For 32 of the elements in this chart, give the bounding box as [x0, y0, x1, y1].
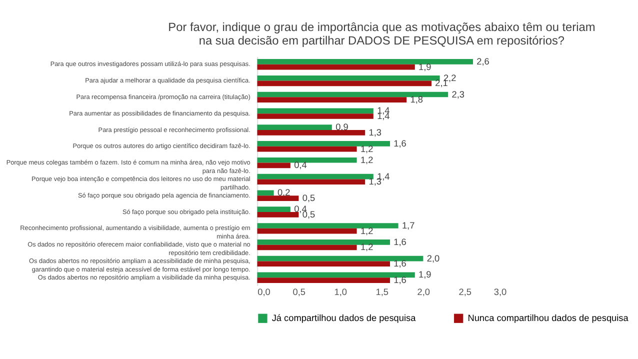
data-label: 1,8 [410, 94, 423, 105]
data-label: 1,7 [402, 220, 415, 230]
data-label: 1,6 [394, 275, 406, 286]
data-label: 0,5 [302, 193, 316, 204]
data-label: 1,6 [394, 258, 406, 269]
data-label: 2,0 [426, 253, 440, 264]
x-tick-label: 1,0 [334, 287, 348, 298]
data-label: 0,9 [336, 122, 348, 132]
chart-title: Por favor, indique o grau de importância que as motivações abaixo têm ou teriam na sua decisão em partilhar DADOS DE PESQUISA em repositórios? [168, 20, 596, 48]
x-tick-label: 0,5 [292, 287, 306, 298]
data-label: 2,6 [476, 56, 490, 66]
data-label: 1,9 [418, 62, 432, 72]
legend-label: Já compartilhou dados de pesquisa [272, 313, 417, 324]
x-tick-label: 2,5 [458, 287, 472, 298]
data-label: 0,2 [277, 188, 290, 198]
x-tick-label: 1,5 [376, 287, 389, 298]
data-label: 1,2 [360, 242, 374, 252]
data-label: 2,3 [452, 89, 464, 100]
data-label: 0,4 [294, 160, 307, 170]
x-tick-label: 0,0 [258, 287, 270, 298]
legend-label: Nunca compartilhou dados de pesquisa [468, 313, 630, 324]
data-label: 1,6 [394, 138, 406, 148]
x-tick-label: 3,0 [494, 287, 507, 298]
data-label: 1,4 [377, 106, 390, 116]
data-label: 1,2 [360, 226, 374, 236]
x-tick-label: 2,0 [417, 287, 430, 298]
data-label: 1,9 [418, 270, 432, 280]
data-label: 1,6 [394, 236, 406, 247]
data-label: 1,2 [360, 144, 374, 154]
data-label: 1,3 [368, 127, 382, 138]
data-label: 0,4 [294, 204, 307, 214]
data-label: 1,2 [360, 154, 374, 165]
